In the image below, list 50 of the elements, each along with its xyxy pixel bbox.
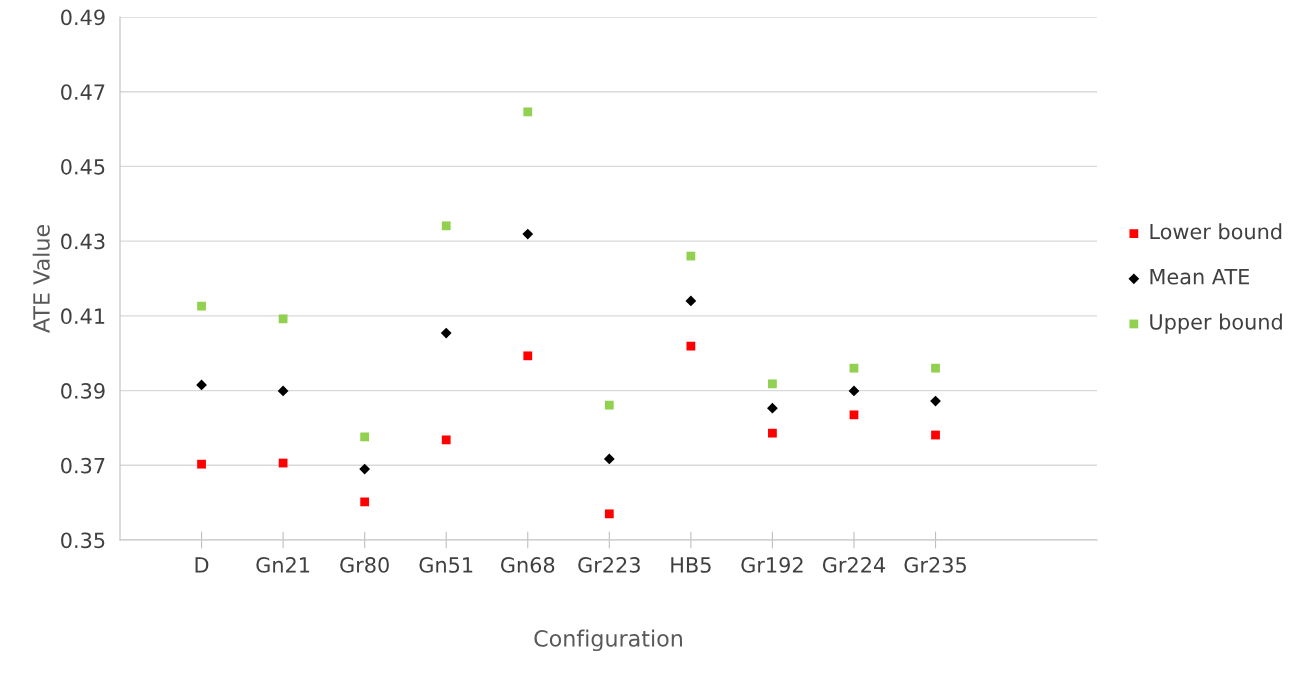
y-tick-label: 0.39 — [61, 383, 105, 399]
point — [849, 363, 859, 373]
point — [523, 107, 533, 117]
point — [848, 385, 860, 397]
point — [360, 497, 370, 507]
x-tick-label: HB5 — [671, 557, 711, 573]
y-tick-label: 0.47 — [61, 84, 105, 100]
point — [849, 410, 859, 420]
point — [523, 351, 533, 361]
point — [686, 251, 696, 261]
point — [685, 295, 697, 307]
point — [768, 428, 777, 438]
x-tick-label: Gr235 — [904, 557, 966, 573]
x-tick-label: Gn21 — [256, 557, 310, 573]
point — [360, 432, 370, 442]
point — [931, 430, 940, 440]
legend-label: Lower bound — [1150, 223, 1282, 240]
x-tick-label: Gr192 — [741, 557, 803, 573]
y-tick-label: 0.43 — [61, 233, 105, 250]
x-tick-label: D — [195, 557, 209, 573]
point — [686, 341, 696, 351]
legend-label: Upper bound — [1150, 313, 1282, 334]
y-tick-label: 0.49 — [61, 9, 105, 26]
x-tick-label: Gr80 — [340, 557, 389, 573]
point — [522, 228, 534, 240]
point — [767, 402, 778, 414]
y-tick-label: 0.41 — [61, 308, 105, 325]
point — [603, 453, 615, 465]
point — [440, 327, 452, 339]
point — [278, 314, 288, 324]
point — [931, 363, 940, 373]
point — [277, 385, 289, 397]
point — [441, 221, 451, 231]
x-tick-label: Gr223 — [578, 557, 640, 573]
x-tick-label: Gr224 — [822, 557, 886, 573]
point — [359, 463, 371, 475]
x-axis-title: Configuration — [534, 629, 682, 652]
point — [441, 435, 451, 445]
y-axis-title: ATE Value — [32, 225, 50, 333]
point — [197, 459, 206, 469]
y-tick-label: 0.45 — [61, 158, 105, 175]
point — [197, 301, 206, 311]
point — [604, 509, 614, 519]
x-tick-label: Gn51 — [419, 557, 473, 573]
y-tick-label: 0.35 — [61, 532, 105, 549]
x-tick-label: Gn68 — [501, 557, 555, 573]
y-tick-label: 0.37 — [61, 457, 105, 474]
point — [604, 400, 614, 410]
point — [768, 379, 777, 389]
legend-label: Mean ATE — [1150, 269, 1250, 285]
